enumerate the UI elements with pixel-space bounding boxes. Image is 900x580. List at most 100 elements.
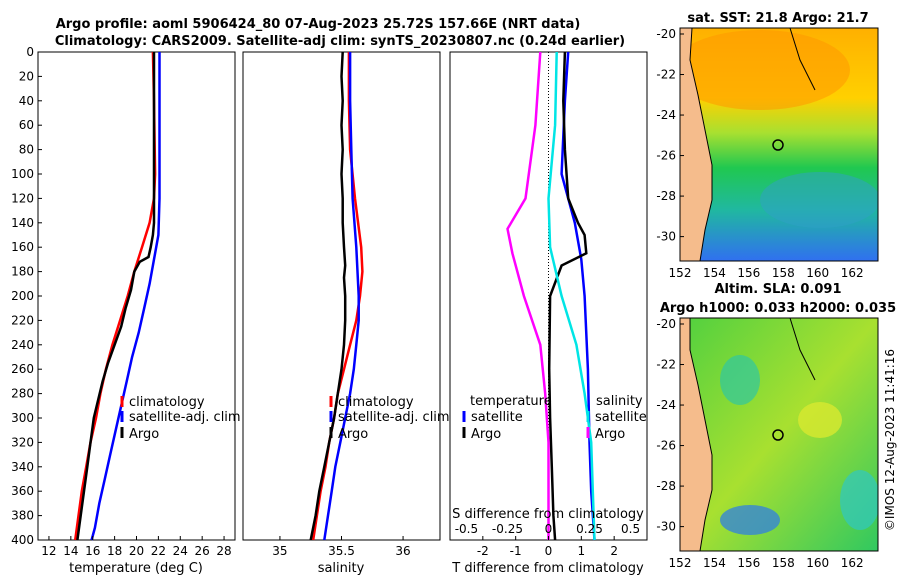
temperature-plot bbox=[73, 51, 161, 541]
map-y-tick-label: -30 bbox=[656, 520, 676, 534]
depth-tick-label: 260 bbox=[11, 362, 34, 376]
depth-tick-label: 140 bbox=[11, 216, 34, 230]
depth-tick-label: 300 bbox=[11, 411, 34, 425]
map-y-tick-label: -26 bbox=[656, 439, 676, 453]
depth-tick-label: 280 bbox=[11, 387, 34, 401]
sst-map-title: sat. SST: 21.8 Argo: 21.7 bbox=[687, 11, 868, 26]
sst-map bbox=[680, 28, 878, 261]
legend-label-climatology: climatology bbox=[129, 395, 205, 410]
depth-tick-label: 100 bbox=[11, 167, 34, 181]
sla-map-frame bbox=[679, 317, 879, 552]
depth-tick-label: 380 bbox=[11, 509, 34, 523]
map-x-tick-label: 156 bbox=[737, 556, 760, 570]
sst-xticks: 152 154 156 158 160 162 bbox=[669, 266, 864, 280]
map-y-tick-label: -28 bbox=[656, 479, 676, 493]
map-x-tick-label: 156 bbox=[737, 266, 760, 280]
legend-difference: temperature satellite Argo salinity sate… bbox=[462, 394, 647, 442]
temperature-panel bbox=[37, 51, 236, 541]
depth-tick-label: 200 bbox=[11, 289, 34, 303]
legend-temperature: climatology satellite-adj. clim Argo bbox=[120, 395, 241, 442]
map-y-tick-label: -20 bbox=[656, 27, 676, 41]
legend-label-t-satellite: satellite bbox=[471, 410, 523, 425]
x-tick-label: 0 bbox=[545, 544, 553, 558]
map-x-tick-label: 152 bbox=[669, 266, 692, 280]
x-tick-label: -2 bbox=[477, 544, 489, 558]
map-y-tick-label: -26 bbox=[656, 149, 676, 163]
map-x-tick-label: 158 bbox=[772, 556, 795, 570]
s-tick-label: 0.25 bbox=[576, 522, 603, 536]
x-tick-label: 24 bbox=[173, 544, 188, 558]
map-y-tick-label: -22 bbox=[656, 358, 676, 372]
depth-tick-label: 360 bbox=[11, 484, 34, 498]
map-x-tick-label: 160 bbox=[806, 556, 829, 570]
x-tick-label: 1 bbox=[578, 544, 586, 558]
x-tick-label: 26 bbox=[195, 544, 210, 558]
legend-salinity-header: salinity bbox=[596, 394, 643, 409]
depth-tick-label: 20 bbox=[19, 69, 34, 83]
x-tick-label: 14 bbox=[63, 544, 78, 558]
map-x-tick-label: 154 bbox=[703, 266, 726, 280]
legend-label-s-argo: Argo bbox=[595, 427, 625, 442]
map-y-tick-label: -22 bbox=[656, 68, 676, 82]
sla-map-title2: Argo h1000: 0.033 h2000: 0.035 bbox=[660, 301, 896, 316]
temperature-xlabel: temperature (deg C) bbox=[69, 561, 203, 576]
x-tick-label: 22 bbox=[151, 544, 166, 558]
map-y-tick-label: -24 bbox=[656, 108, 676, 122]
map-x-tick-label: 158 bbox=[772, 266, 795, 280]
sla-blob-d bbox=[840, 470, 878, 530]
depth-tick-label: 120 bbox=[11, 191, 34, 205]
legend-label-s-satellite: satellite bbox=[595, 410, 647, 425]
legend-label-satellite: satellite-adj. clim bbox=[338, 410, 450, 425]
difference-plot bbox=[506, 51, 596, 541]
sst-yticks: -20 -22 -24 -26 -28 -30 bbox=[656, 27, 684, 244]
series-satellite-adj-clim bbox=[90, 52, 161, 541]
depth-tick-label: 160 bbox=[11, 240, 34, 254]
map-y-tick-label: -30 bbox=[656, 230, 676, 244]
map-y-tick-label: -28 bbox=[656, 189, 676, 203]
s-tick-label: -0.5 bbox=[455, 522, 478, 536]
x-tick-label: 18 bbox=[107, 544, 122, 558]
depth-tick-label: 60 bbox=[19, 118, 34, 132]
map-x-tick-label: 162 bbox=[841, 266, 864, 280]
x-tick-label: 12 bbox=[41, 544, 56, 558]
difference-xlabel: T difference from climatology bbox=[451, 561, 644, 576]
series-t-argo bbox=[547, 51, 588, 541]
map-x-tick-label: 152 bbox=[669, 556, 692, 570]
sst-reef bbox=[789, 28, 816, 91]
series-satellite-adj-clim bbox=[323, 52, 360, 541]
x-tick-label: 36 bbox=[395, 544, 410, 558]
legend-salinity: climatology satellite-adj. clim Argo bbox=[329, 395, 450, 442]
series-s-satellite bbox=[547, 51, 596, 541]
sst-land bbox=[680, 28, 713, 261]
series-s-argo bbox=[506, 51, 550, 540]
map-x-tick-label: 162 bbox=[841, 556, 864, 570]
legend-label-satellite: satellite-adj. clim bbox=[129, 410, 241, 425]
salinity-diff-label: S difference from climatology bbox=[452, 507, 644, 522]
depth-tick-label: 220 bbox=[11, 313, 34, 327]
sla-map-title1: Altim. SLA: 0.091 bbox=[715, 282, 842, 297]
sla-yticks: -20 -22 -24 -26 -28 -30 bbox=[656, 317, 684, 534]
x-tick-label: 16 bbox=[85, 544, 100, 558]
depth-ticks: 0 20 40 60 80 100 120 140 160 180 200 220 240 260 280 3… bbox=[11, 45, 454, 547]
salinity-xlabel: salinity bbox=[318, 561, 365, 576]
legend-temperature-header: temperature bbox=[470, 394, 552, 409]
depth-tick-label: 0 bbox=[26, 45, 34, 59]
sla-map bbox=[680, 318, 878, 551]
depth-tick-label: 320 bbox=[11, 435, 34, 449]
legend-label-argo: Argo bbox=[129, 427, 159, 442]
s-tick-label: 0 bbox=[545, 522, 553, 536]
legend-label-t-argo: Argo bbox=[471, 427, 501, 442]
map-x-tick-label: 160 bbox=[806, 266, 829, 280]
sst-warm-patch bbox=[680, 30, 850, 110]
salinity-plot bbox=[309, 51, 364, 541]
depth-tick-label: 240 bbox=[11, 338, 34, 352]
legend-label-argo: Argo bbox=[338, 427, 368, 442]
sla-blob-c bbox=[720, 505, 780, 535]
s-tick-label: -0.25 bbox=[492, 522, 523, 536]
sst-map-frame bbox=[679, 27, 879, 262]
x-tick-label: 20 bbox=[129, 544, 144, 558]
title-line2: Climatology: CARS2009. Satellite-adj cli… bbox=[55, 34, 625, 49]
series-argo bbox=[309, 51, 347, 541]
temperature-xticks: 12 14 16 18 20 22 24 26 28 bbox=[41, 536, 232, 558]
sla-reef bbox=[789, 318, 816, 381]
